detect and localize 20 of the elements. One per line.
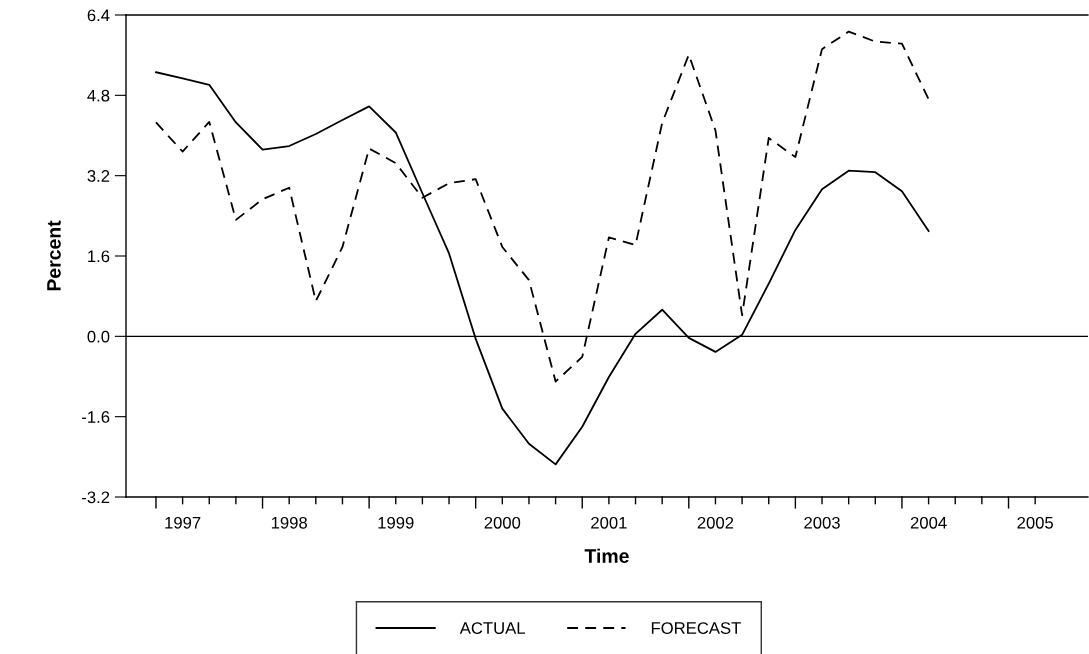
legend-label: FORECAST <box>651 622 741 634</box>
y-tick-label: 3.2 <box>87 170 110 182</box>
y-tick-label: 0.0 <box>87 330 110 343</box>
x-axis-title: Time <box>584 548 629 563</box>
x-tick-label: 1999 <box>378 516 414 529</box>
x-tick-label: 1997 <box>165 516 201 529</box>
x-tick-label: 2005 <box>1017 516 1053 529</box>
y-axis-title: Percent <box>47 220 61 291</box>
y-tick-label: 1.6 <box>88 250 110 263</box>
x-tick-label: 2002 <box>697 516 734 529</box>
y-tick-label: -1.6 <box>82 411 110 423</box>
x-tick-label: 2001 <box>591 516 627 529</box>
x-tick-label: 2000 <box>484 516 521 529</box>
x-tick-label: 2004 <box>910 516 947 529</box>
x-tick-label: 1998 <box>271 516 307 529</box>
legend-label: ACTUAL <box>459 622 525 634</box>
y-tick-label: -3.2 <box>82 491 110 504</box>
x-tick-label: 2003 <box>804 516 840 529</box>
y-tick-label: 6.4 <box>87 9 110 22</box>
y-tick-label: 4.8 <box>87 89 110 102</box>
